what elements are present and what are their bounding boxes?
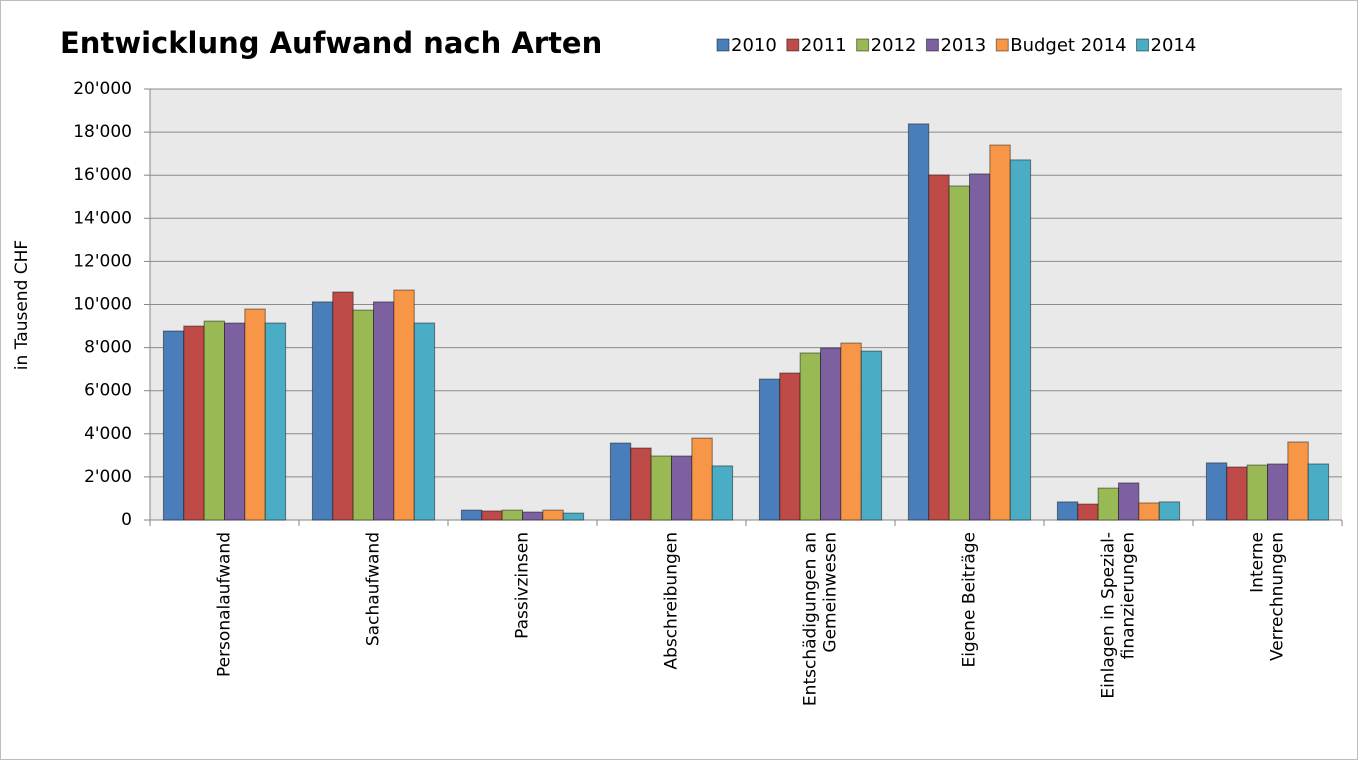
bar (183, 325, 205, 521)
legend-label: 2011 (801, 35, 847, 56)
bar (1158, 501, 1181, 521)
y-tick-label: 18'000 (73, 122, 132, 142)
legend-swatch (925, 38, 939, 52)
bar (373, 301, 395, 521)
x-tick-label: Entschädigungen an (801, 532, 821, 706)
bar (393, 289, 415, 521)
y-tick-label: 6'000 (84, 381, 132, 401)
legend-swatch (995, 38, 1009, 52)
legend-label: 2013 (940, 35, 986, 56)
bar (928, 174, 950, 521)
bar (711, 465, 734, 521)
x-tick-label: Abschreibungen (662, 532, 682, 670)
bar (1205, 462, 1228, 521)
bar (691, 437, 713, 521)
bar (758, 378, 781, 521)
x-tick-label: Gemeinwesen (821, 532, 841, 653)
x-tick-label: Personalaufwand (215, 532, 235, 677)
bar (1118, 482, 1140, 521)
x-tick-label: Interne (1248, 532, 1268, 593)
bar (630, 447, 652, 521)
bar (1077, 503, 1099, 521)
bar (1226, 466, 1248, 521)
x-tick-label: Eigene Beiträge (960, 532, 980, 668)
bar (671, 455, 693, 521)
y-tick-label: 10'000 (73, 295, 132, 315)
x-tick-label: Passivzinsen (513, 532, 533, 639)
bar (1056, 501, 1079, 521)
legend-label: Budget 2014 (1010, 35, 1126, 56)
legend-label: 2010 (731, 35, 777, 56)
bar (907, 123, 930, 521)
bar (1307, 463, 1330, 521)
bar (162, 330, 185, 521)
bar (481, 510, 503, 521)
bar (779, 372, 801, 521)
y-tick-label: 12'000 (73, 251, 132, 271)
legend-swatch (716, 38, 730, 52)
bar (244, 308, 266, 521)
bar (522, 511, 544, 521)
bar (1138, 502, 1160, 521)
bar (224, 322, 246, 521)
bar (1097, 487, 1120, 521)
bar (609, 442, 632, 521)
legend-label: 2012 (871, 35, 917, 56)
bar (460, 509, 483, 521)
bar (332, 291, 354, 521)
bar (1009, 159, 1032, 521)
bar (352, 309, 374, 521)
bar (264, 322, 287, 521)
y-tick-label: 0 (121, 510, 132, 530)
bar (542, 509, 564, 521)
y-tick-label: 8'000 (84, 338, 132, 358)
bar (969, 173, 991, 521)
bar (562, 512, 585, 521)
bar (799, 352, 821, 521)
bar (989, 144, 1011, 521)
legend-label: 2014 (1151, 35, 1197, 56)
bar (820, 347, 842, 521)
x-tick-label: Verrechnungen (1268, 532, 1288, 661)
legend-swatch (786, 38, 800, 52)
y-tick-label: 20'000 (73, 79, 132, 99)
y-tick-label: 2'000 (84, 467, 132, 487)
bar (650, 455, 672, 521)
x-tick-label: finanzierungen (1119, 532, 1139, 659)
legend-swatch (1136, 38, 1150, 52)
bar (840, 342, 862, 521)
legend-swatch (856, 38, 870, 52)
bar (501, 509, 523, 521)
y-axis-label: in Tausend CHF (12, 240, 32, 370)
bar (1246, 464, 1269, 521)
x-tick-label: Einlagen in Spezial- (1099, 532, 1119, 699)
bar (311, 301, 334, 521)
y-tick-label: 14'000 (73, 208, 132, 228)
y-tick-label: 4'000 (84, 424, 132, 444)
bar (860, 350, 883, 521)
bar (1287, 441, 1309, 521)
bar (1267, 463, 1289, 521)
y-tick-label: 16'000 (73, 165, 132, 185)
bar (413, 322, 436, 521)
bar (948, 185, 970, 521)
x-tick-label: Sachaufwand (364, 532, 384, 646)
chart-title: Entwicklung Aufwand nach Arten (60, 26, 602, 60)
bar (203, 320, 226, 521)
